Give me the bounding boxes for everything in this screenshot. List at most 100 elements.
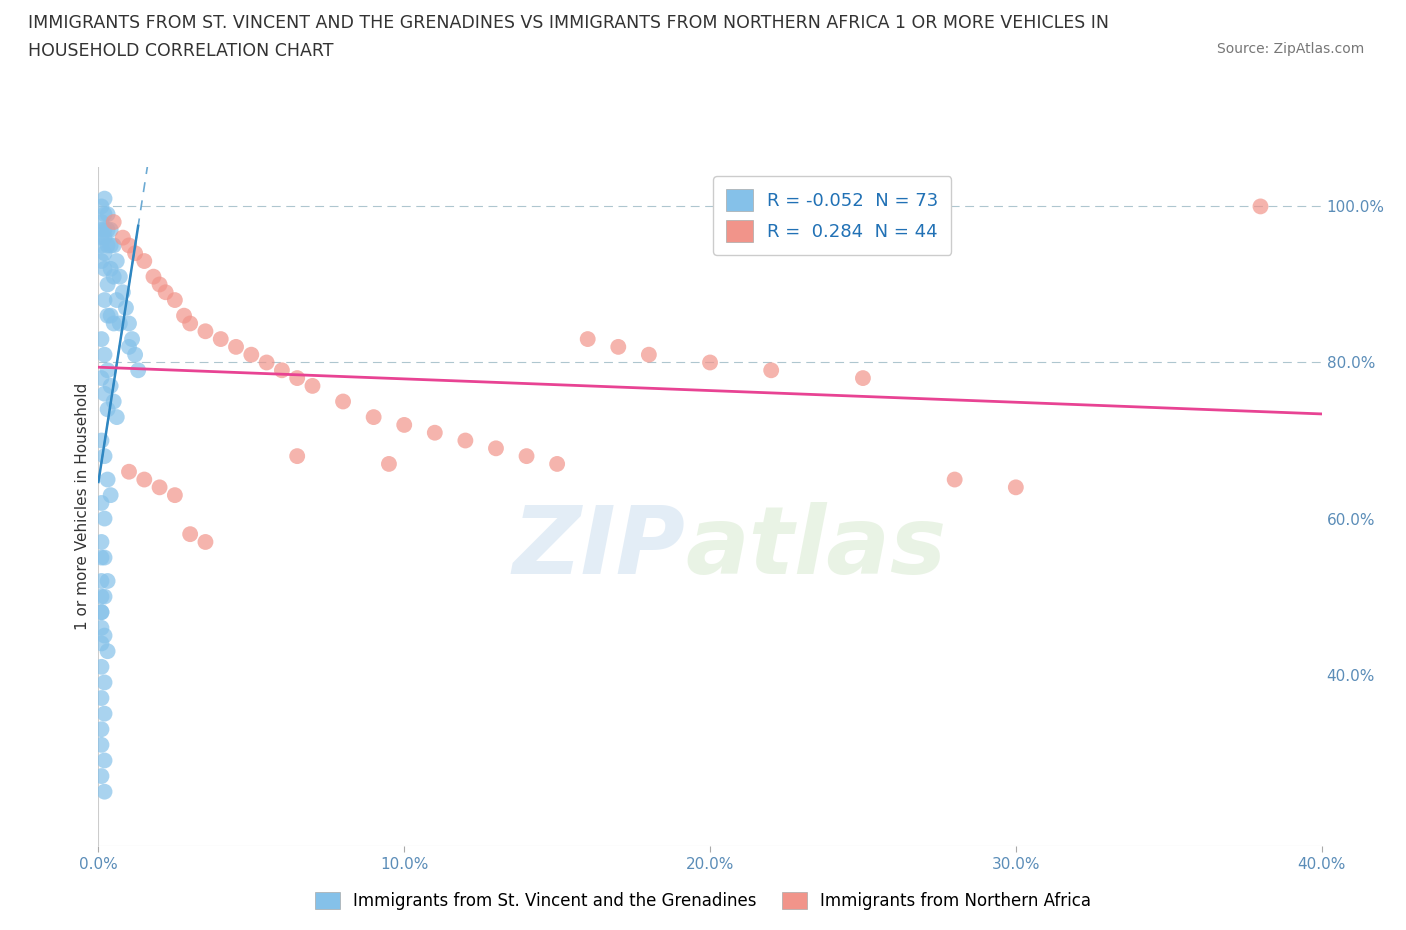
Text: IMMIGRANTS FROM ST. VINCENT AND THE GRENADINES VS IMMIGRANTS FROM NORTHERN AFRIC: IMMIGRANTS FROM ST. VINCENT AND THE GREN… [28, 14, 1109, 32]
Point [93, 551, 115, 565]
Point [93, 589, 115, 604]
Point [90, 496, 112, 511]
Point [100, 261, 122, 276]
Point [607, 339, 630, 354]
Point [179, 316, 201, 331]
Point [90, 636, 112, 651]
Point [127, 363, 149, 378]
Point [103, 269, 125, 284]
Point [93, 246, 115, 260]
Point [108, 316, 131, 331]
Point [90, 199, 112, 214]
Point [194, 535, 217, 550]
Text: HOUSEHOLD CORRELATION CHART: HOUSEHOLD CORRELATION CHART [28, 42, 333, 60]
Point [111, 231, 134, 246]
Point [301, 379, 323, 393]
Point [90, 574, 112, 589]
Point [105, 254, 128, 269]
Y-axis label: 1 or more Vehicles in Household: 1 or more Vehicles in Household [75, 383, 90, 631]
Point [97, 472, 120, 487]
Point [93, 386, 115, 401]
Point [97, 402, 120, 417]
Point [124, 347, 146, 362]
Text: ZIP: ZIP [513, 501, 686, 593]
Point [173, 308, 195, 323]
Point [118, 316, 141, 331]
Point [103, 394, 125, 409]
Point [93, 222, 115, 237]
Point [105, 293, 128, 308]
Point [285, 448, 308, 463]
Point [90, 604, 112, 619]
Point [97, 308, 120, 323]
Point [93, 512, 115, 526]
Point [90, 604, 112, 619]
Text: atlas: atlas [686, 501, 946, 593]
Point [256, 355, 278, 370]
Point [100, 308, 122, 323]
Point [194, 324, 217, 339]
Point [97, 574, 120, 589]
Legend: R = -0.052  N = 73, R =  0.284  N = 44: R = -0.052 N = 73, R = 0.284 N = 44 [713, 177, 952, 255]
Point [93, 784, 115, 799]
Point [124, 246, 146, 260]
Point [270, 363, 292, 378]
Point [93, 192, 115, 206]
Legend: Immigrants from St. Vincent and the Grenadines, Immigrants from Northern Africa: Immigrants from St. Vincent and the Gren… [308, 885, 1098, 917]
Point [97, 644, 120, 658]
Point [90, 659, 112, 674]
Point [103, 238, 125, 253]
Point [392, 418, 416, 432]
Text: Source: ZipAtlas.com: Source: ZipAtlas.com [1216, 42, 1364, 56]
Point [93, 206, 115, 221]
Point [93, 753, 115, 768]
Point [576, 332, 599, 347]
Point [852, 371, 875, 386]
Point [90, 433, 112, 448]
Point [546, 457, 568, 472]
Point [90, 535, 112, 550]
Point [485, 441, 508, 456]
Point [90, 589, 112, 604]
Point [149, 480, 172, 495]
Point [93, 231, 115, 246]
Point [90, 737, 112, 752]
Point [90, 254, 112, 269]
Point [90, 691, 112, 706]
Point [1249, 199, 1271, 214]
Point [1004, 480, 1026, 495]
Point [225, 339, 247, 354]
Point [90, 332, 112, 347]
Point [179, 526, 201, 541]
Point [100, 222, 122, 237]
Point [100, 238, 122, 253]
Point [943, 472, 966, 487]
Point [134, 254, 156, 269]
Point [90, 222, 112, 237]
Point [90, 620, 112, 635]
Point [121, 332, 143, 347]
Point [115, 300, 138, 315]
Point [111, 285, 134, 299]
Point [134, 472, 156, 487]
Point [163, 293, 186, 308]
Point [105, 410, 128, 425]
Point [93, 448, 115, 463]
Point [516, 448, 538, 463]
Point [163, 487, 186, 502]
Point [90, 371, 112, 386]
Point [90, 551, 112, 565]
Point [100, 487, 122, 502]
Point [699, 355, 721, 370]
Point [93, 628, 115, 643]
Point [97, 363, 120, 378]
Point [90, 768, 112, 783]
Point [97, 222, 120, 237]
Point [93, 347, 115, 362]
Point [637, 347, 661, 362]
Point [90, 238, 112, 253]
Point [285, 371, 308, 386]
Point [209, 332, 232, 347]
Point [90, 215, 112, 230]
Point [423, 425, 446, 440]
